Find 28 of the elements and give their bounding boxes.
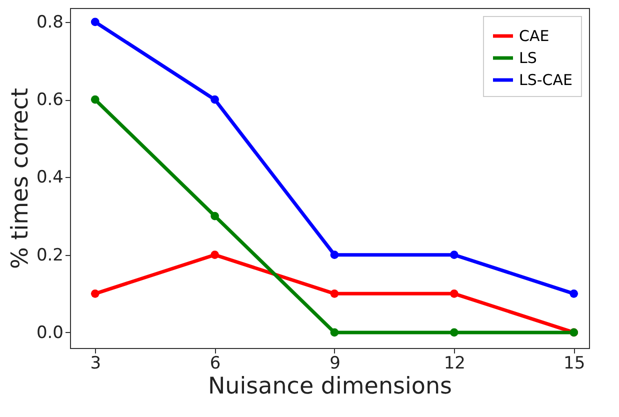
y-tick-label: 0.0 <box>36 322 64 343</box>
point <box>330 328 339 337</box>
point <box>210 95 219 104</box>
point <box>210 212 219 220</box>
point <box>450 250 458 260</box>
y-axis-title: % times correct <box>7 88 34 269</box>
legend-label: LS <box>519 49 537 67</box>
legend-label: CAE <box>519 27 550 45</box>
point <box>90 289 100 298</box>
point <box>210 250 219 260</box>
x-tick-label: 15 <box>564 354 586 374</box>
point <box>450 328 458 337</box>
x-tick-label: 6 <box>210 354 221 374</box>
point <box>330 289 339 298</box>
x-axis-title: Nuisance dimensions <box>208 374 452 400</box>
point <box>570 289 578 298</box>
x-tick-label: 9 <box>330 354 340 374</box>
point <box>330 250 339 260</box>
y-tick-label: 0.4 <box>36 168 64 188</box>
y-tick-label: 0.2 <box>36 245 64 266</box>
x-tick-label: 12 <box>444 354 466 374</box>
legend-label: LS-CAE <box>519 71 573 89</box>
x-tick-label: 3 <box>90 354 102 374</box>
y-tick-label: 0.8 <box>36 12 64 32</box>
y-tick-label: 0.6 <box>36 90 64 110</box>
point <box>450 289 458 298</box>
point <box>90 95 100 104</box>
point <box>90 18 100 26</box>
